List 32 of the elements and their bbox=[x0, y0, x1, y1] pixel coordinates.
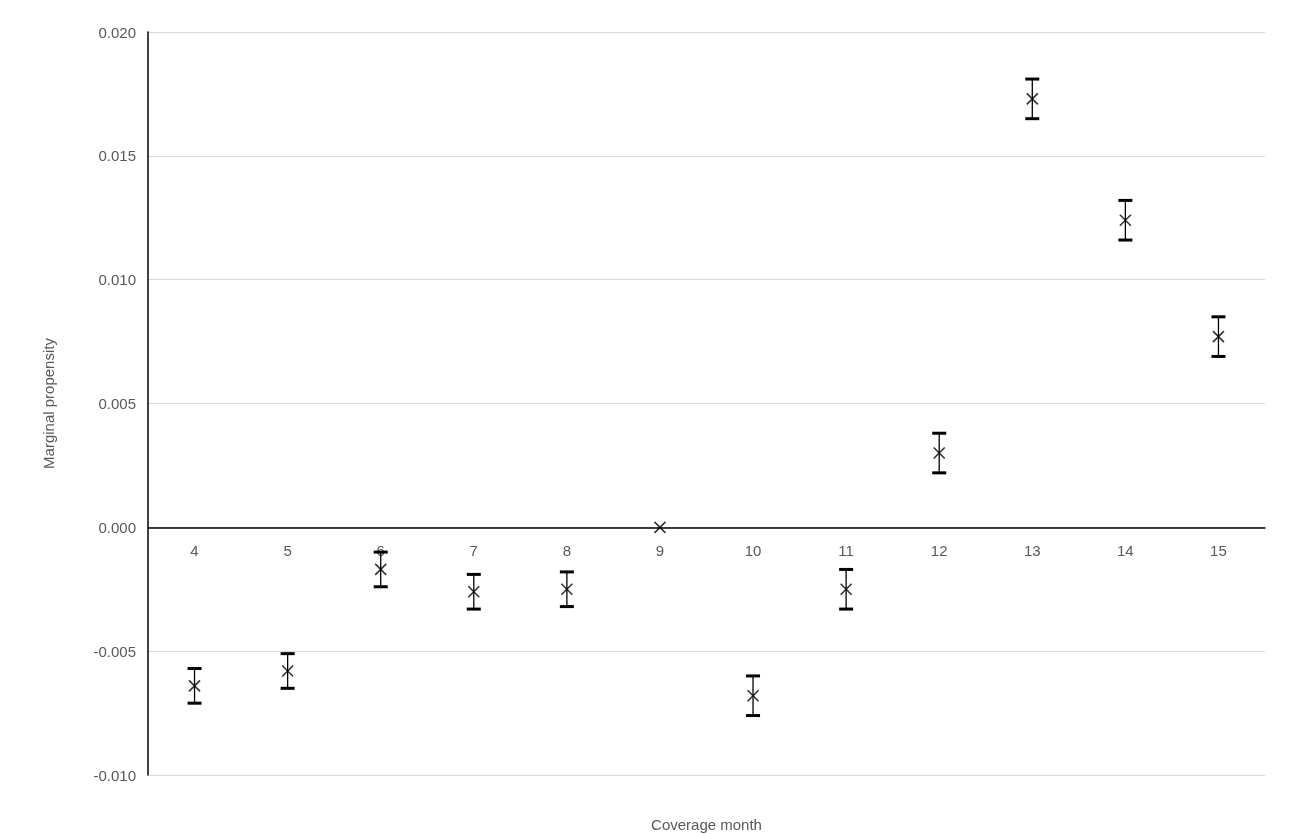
x-tick-label: 9 bbox=[655, 542, 665, 560]
x-tick-label: 11 bbox=[838, 542, 854, 560]
y-tick-label: 0.020 bbox=[98, 23, 136, 41]
x-tick-label: 12 bbox=[930, 542, 948, 560]
y-tick-label: 0.015 bbox=[98, 147, 136, 165]
x-tick-label: 10 bbox=[744, 542, 762, 560]
point bbox=[374, 563, 388, 576]
point bbox=[839, 582, 853, 596]
x-tick-label: 13 bbox=[1023, 542, 1041, 560]
point bbox=[746, 689, 760, 703]
point bbox=[560, 582, 574, 596]
x-tick-label: 7 bbox=[469, 542, 478, 560]
point bbox=[1025, 92, 1039, 106]
point bbox=[188, 679, 201, 693]
x-tick-label: 4 bbox=[190, 542, 199, 560]
y-tick-label: 0.005 bbox=[98, 395, 136, 412]
point bbox=[1119, 213, 1132, 227]
x-tick-label: 5 bbox=[283, 542, 292, 560]
point bbox=[1212, 330, 1225, 343]
point bbox=[467, 585, 481, 599]
y-axis-title: Marginal propensity bbox=[40, 337, 57, 469]
x-tick-label: 14 bbox=[1117, 542, 1134, 560]
x-tick-label: 15 bbox=[1210, 542, 1227, 560]
x-axis-title: Coverage month bbox=[651, 816, 762, 833]
y-tick-label: 0.000 bbox=[98, 518, 136, 536]
point bbox=[281, 664, 294, 678]
y-tick-label: -0.010 bbox=[93, 766, 136, 784]
point bbox=[932, 446, 946, 460]
y-tick-label: 0.010 bbox=[98, 271, 136, 289]
y-tick-label: -0.005 bbox=[93, 642, 136, 660]
x-tick-label: 8 bbox=[562, 542, 572, 560]
point bbox=[653, 521, 667, 534]
